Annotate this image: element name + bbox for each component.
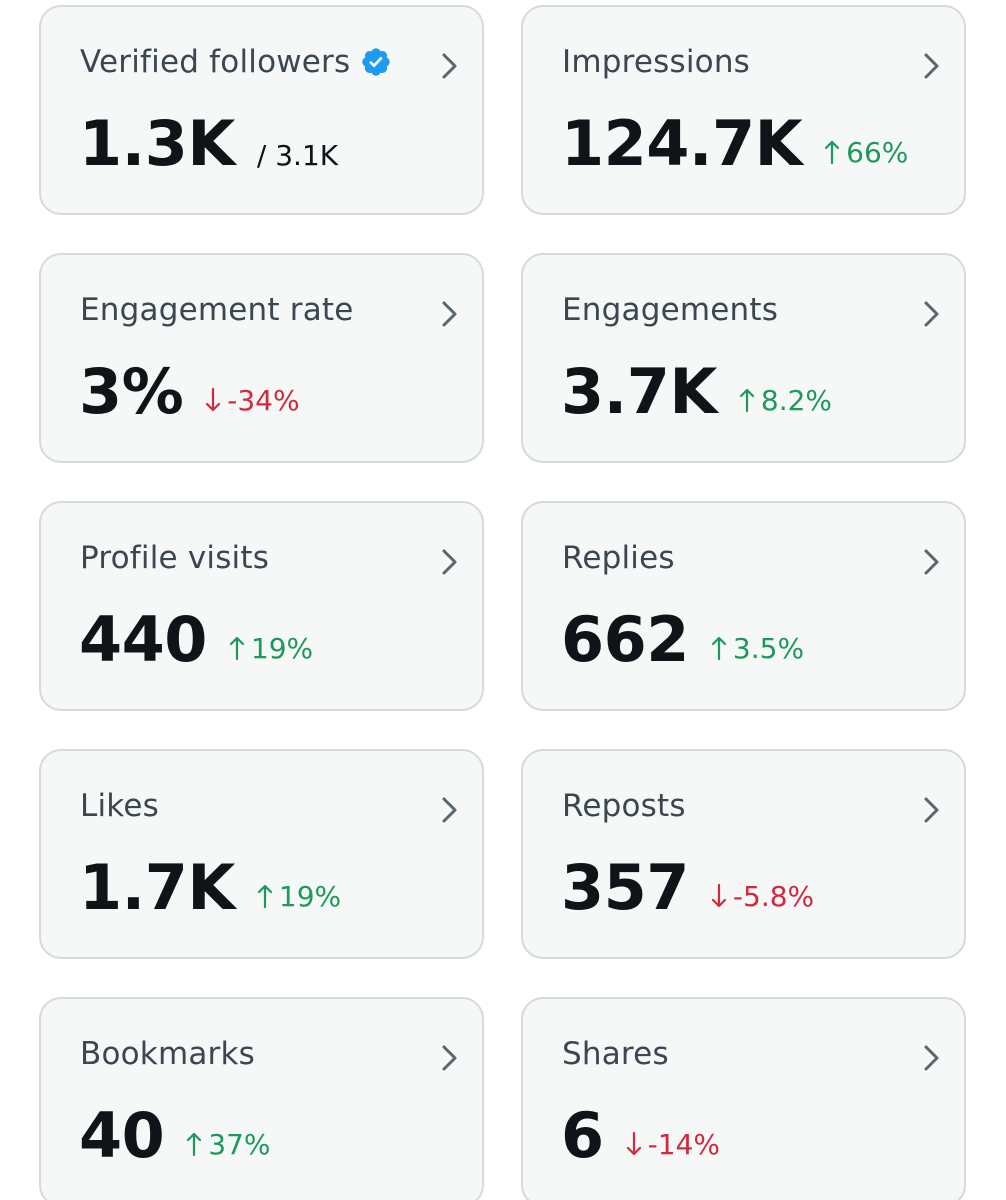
chevron-right-icon xyxy=(442,797,457,823)
metric-change: 66% xyxy=(824,136,908,169)
metric-value: 124.7K xyxy=(561,107,803,180)
arrow-down-icon xyxy=(711,883,727,908)
metric-change-value: 66% xyxy=(846,135,909,169)
chevron-right-icon xyxy=(924,1045,939,1071)
card-title: Profile visits xyxy=(80,540,270,576)
card-profile-visits[interactable]: Profile visits 440 19% xyxy=(39,501,484,711)
metric-value: 357 xyxy=(561,851,689,924)
metric-change-value: -14% xyxy=(647,1127,720,1161)
card-title: Shares xyxy=(562,1036,669,1072)
verified-badge-icon xyxy=(362,48,391,76)
metric-change: -34% xyxy=(205,383,300,417)
card-verified-followers[interactable]: Verified followers 1.3K / 3.1K xyxy=(39,5,484,215)
metric-change-value: 3.5% xyxy=(732,631,805,665)
arrow-up-icon xyxy=(711,636,727,661)
card-title: Verified followers xyxy=(80,44,351,80)
value-row: 1.7K 19% xyxy=(79,851,341,924)
card-engagement-rate[interactable]: Engagement rate 3% -34% xyxy=(39,253,484,463)
card-impressions[interactable]: Impressions 124.7K 66% xyxy=(521,5,966,215)
value-row: 3% -34% xyxy=(79,355,300,428)
metric-change: 19% xyxy=(229,632,313,665)
metric-change: 19% xyxy=(257,880,341,913)
value-row: 40 37% xyxy=(79,1099,271,1172)
chevron-right-icon xyxy=(924,53,939,79)
metric-change-value: 19% xyxy=(250,631,314,665)
arrow-down-icon xyxy=(206,387,221,412)
metric-value: 3% xyxy=(79,355,184,428)
chevron-right-icon xyxy=(924,301,939,327)
metric-value: 662 xyxy=(561,603,689,676)
card-title: Likes xyxy=(80,788,159,824)
card-title: Bookmarks xyxy=(80,1036,255,1072)
arrow-down-icon xyxy=(626,1131,641,1156)
metric-change: 37% xyxy=(186,1127,271,1161)
value-row: 357 -5.8% xyxy=(561,851,814,924)
chevron-right-icon xyxy=(442,549,457,575)
arrow-up-icon xyxy=(825,140,840,165)
metric-change-value: 37% xyxy=(208,1127,271,1161)
metric-value: 1.7K xyxy=(79,851,235,924)
card-reposts[interactable]: Reposts 357 -5.8% xyxy=(521,749,966,959)
card-title: Impressions xyxy=(562,44,751,80)
card-replies[interactable]: Replies 662 3.5% xyxy=(521,501,966,711)
card-title: Reposts xyxy=(562,788,686,824)
value-row: 3.7K 8.2% xyxy=(561,355,832,428)
value-row: 124.7K 66% xyxy=(561,107,908,180)
chevron-right-icon xyxy=(442,301,457,327)
metric-change-value: -34% xyxy=(227,383,300,417)
metric-change-value: -5.8% xyxy=(732,879,815,913)
card-shares[interactable]: Shares 6 -14% xyxy=(521,997,966,1200)
metric-value: 440 xyxy=(79,603,207,676)
arrow-up-icon xyxy=(187,1132,202,1157)
analytics-grid: Verified followers 1.3K / 3.1K Impressio… xyxy=(39,5,966,1200)
metric-change: 8.2% xyxy=(739,384,832,417)
card-title: Engagements xyxy=(562,292,779,328)
metric-value: 1.3K xyxy=(79,107,235,180)
metric-value: 40 xyxy=(79,1099,165,1172)
metric-total: / 3.1K xyxy=(256,139,339,172)
metric-change: -5.8% xyxy=(711,880,814,913)
value-row: 6 -14% xyxy=(561,1099,720,1172)
card-engagements[interactable]: Engagements 3.7K 8.2% xyxy=(521,253,966,463)
value-row: 662 3.5% xyxy=(561,603,804,676)
arrow-up-icon xyxy=(739,388,754,413)
metric-change-value: 19% xyxy=(278,879,342,913)
metric-value: 6 xyxy=(561,1099,604,1172)
value-row: 440 19% xyxy=(79,603,313,676)
metric-change: 3.5% xyxy=(711,632,804,665)
metric-change: -14% xyxy=(626,1128,720,1161)
card-title: Engagement rate xyxy=(80,292,354,328)
card-likes[interactable]: Likes 1.7K 19% xyxy=(39,749,484,959)
chevron-right-icon xyxy=(442,53,457,79)
card-bookmarks[interactable]: Bookmarks 40 37% xyxy=(39,997,484,1200)
value-row: 1.3K / 3.1K xyxy=(79,107,338,180)
metric-value: 3.7K xyxy=(561,355,717,428)
chevron-right-icon xyxy=(924,797,939,823)
chevron-right-icon xyxy=(442,1045,457,1071)
arrow-up-icon xyxy=(257,884,272,909)
metric-change-value: 8.2% xyxy=(760,383,833,417)
arrow-up-icon xyxy=(229,636,245,661)
card-title-row: Verified followers xyxy=(80,44,392,80)
chevron-right-icon xyxy=(924,549,939,575)
card-title: Replies xyxy=(562,540,675,576)
